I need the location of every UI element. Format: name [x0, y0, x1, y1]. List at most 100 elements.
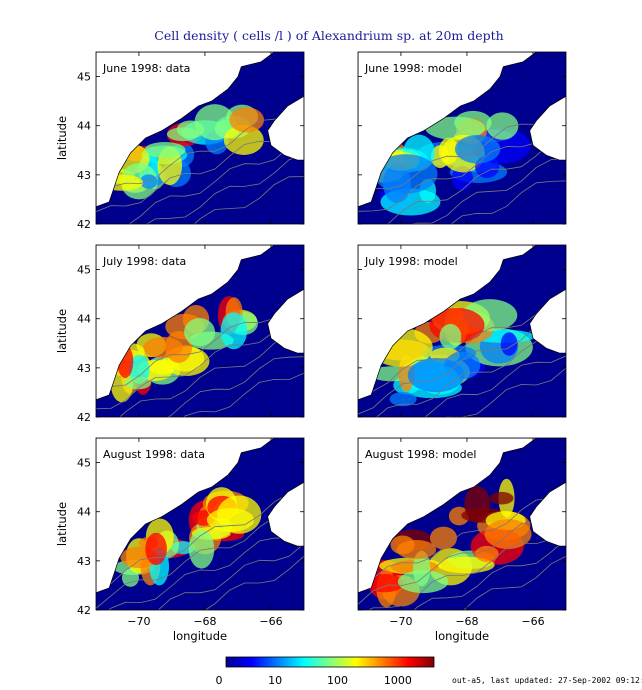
density-patch — [140, 174, 158, 189]
panel-grid: 42 43 44 45 June 1998: data latitude June 1998… — [55, 51, 567, 643]
density-patch — [500, 332, 518, 356]
footer-timestamp: out-a5, last updated: 27-Sep-2002 09:12:… — [452, 676, 642, 685]
bathymetry-contour — [96, 109, 304, 200]
density-patch — [166, 127, 199, 142]
density-patch — [429, 526, 458, 550]
density-patch — [124, 376, 152, 390]
nova-scotia-land — [529, 481, 566, 547]
panel-frame — [95, 51, 305, 225]
x-axis-label: longitude — [435, 629, 489, 643]
density-patch — [464, 486, 491, 523]
bathymetry-contour — [358, 117, 566, 212]
bathymetry-contour — [146, 153, 304, 224]
bathymetry-contour — [96, 293, 304, 388]
density-patch — [397, 570, 449, 594]
density-patch — [454, 135, 501, 164]
bathymetry-contour — [108, 531, 304, 610]
panel-label: June 1998: model — [364, 62, 462, 75]
density-patch — [194, 104, 236, 141]
density-patch — [184, 318, 216, 347]
colorbar-tick-label: 100 — [327, 674, 348, 687]
bathymetry-contour — [183, 372, 304, 417]
y-tick-label: 43 — [77, 169, 91, 182]
panel-label: June 1998: data — [102, 62, 190, 75]
bathymetry-contour — [358, 104, 566, 195]
y-tick-label: 42 — [77, 604, 91, 617]
bathymetry-contour — [445, 367, 566, 417]
nova-scotia-land — [529, 288, 566, 354]
colorbar-tick-label: 0 — [216, 674, 223, 687]
y-tick-label: 44 — [77, 506, 91, 519]
nova-scotia-land — [267, 95, 304, 161]
y-tick-label: 45 — [77, 71, 91, 84]
panel-frame — [95, 244, 305, 418]
x-tick-label: −66 — [259, 615, 282, 628]
panel-label: August 1998: model — [365, 448, 476, 461]
density-patch — [216, 495, 262, 534]
panel-july-model: July 1998: model — [357, 244, 567, 418]
land-mass — [96, 52, 275, 208]
panel-august-data: 42 43 44 45 −70 −68 −66 August 1998: data latitu… — [55, 437, 305, 643]
y-tick-label: 43 — [77, 362, 91, 375]
x-tick-label: −68 — [455, 615, 478, 628]
y-axis-label: latitude — [55, 309, 69, 353]
density-patch — [425, 116, 486, 140]
density-patch — [145, 532, 167, 566]
land-mass — [358, 245, 537, 401]
x-axis-label: longitude — [173, 629, 227, 643]
density-patch — [439, 323, 462, 350]
y-axis-label: latitude — [55, 502, 69, 546]
y-tick-label: 43 — [77, 555, 91, 568]
bathymetry-contour — [387, 136, 566, 224]
nova-scotia-land — [529, 95, 566, 161]
density-patch — [223, 125, 264, 155]
chart-title: Cell density ( cells /l ) of Alexandrium… — [154, 28, 504, 43]
density-patch — [486, 112, 519, 140]
bathymetry-contour — [368, 526, 566, 610]
density-patch — [128, 354, 150, 384]
density-patch — [144, 141, 186, 158]
panel-july-data: 42 43 44 45 July 1998: data latitude — [55, 244, 305, 424]
y-tick-label: 42 — [77, 411, 91, 424]
x-tick-label: −70 — [389, 615, 412, 628]
colorbar: 0 10 100 1000 — [216, 656, 435, 687]
bathymetry-contour — [408, 159, 566, 224]
panel-june-data: 42 43 44 45 June 1998: data latitude — [55, 51, 305, 231]
density-patch — [475, 545, 499, 562]
land-mass — [96, 245, 275, 401]
y-tick-label: 44 — [77, 313, 91, 326]
bathymetry-contour — [376, 339, 566, 417]
bathymetry-contour — [204, 555, 304, 610]
density-patch — [396, 539, 437, 560]
y-axis-label: latitude — [55, 116, 69, 160]
y-tick-label: 42 — [77, 218, 91, 231]
bathymetry-contour — [96, 493, 304, 591]
panel-label: July 1998: data — [102, 255, 186, 268]
y-tick-label: 44 — [77, 120, 91, 133]
density-patch — [366, 573, 404, 593]
density-patch — [220, 312, 248, 350]
colorbar-bar — [225, 656, 435, 668]
nova-scotia-land — [267, 288, 304, 354]
panel-june-model: June 1998: model — [357, 51, 567, 225]
density-patch — [148, 359, 176, 375]
panel-frame — [357, 437, 567, 611]
bathymetry-contour — [119, 334, 304, 417]
density-patch — [437, 556, 495, 574]
bathymetry-contour — [96, 312, 304, 410]
x-tick-label: −66 — [521, 615, 544, 628]
nova-scotia-land — [267, 481, 304, 547]
density-patch — [389, 391, 417, 407]
density-patch — [448, 506, 470, 526]
y-tick-label: 45 — [77, 457, 91, 470]
panel-august-model: −70 −68 −66 August 1998: model longitude — [357, 437, 567, 643]
panel-label: July 1998: model — [364, 255, 458, 268]
density-patch — [188, 529, 215, 569]
land-mass — [358, 52, 537, 208]
x-tick-label: −68 — [193, 615, 216, 628]
bathymetry-contour — [463, 555, 566, 610]
bathymetry-contour — [358, 497, 566, 592]
density-patch — [489, 491, 514, 505]
colorbar-tick-label: 1000 — [384, 674, 412, 687]
